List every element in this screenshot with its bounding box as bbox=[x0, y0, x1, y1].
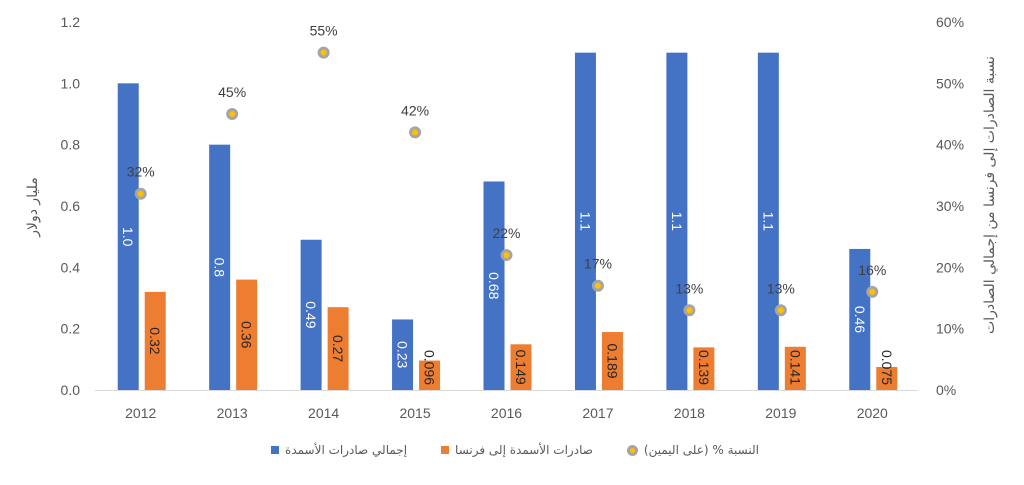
ratio-label: 42% bbox=[401, 102, 429, 118]
ratio-marker bbox=[774, 304, 787, 317]
x-tick-label: 2019 bbox=[765, 405, 796, 421]
legend-label-france-exports: صادرات الأسمدة إلى فرنسا bbox=[455, 443, 593, 457]
ratio-marker bbox=[500, 249, 513, 262]
ratio-label: 13% bbox=[675, 280, 703, 296]
total-exports-bar-label: 0.46 bbox=[852, 306, 868, 333]
ratio-marker bbox=[866, 285, 879, 298]
y-tick-label: 0.0 bbox=[61, 382, 81, 398]
y2-tick-label: 20% bbox=[936, 259, 964, 275]
france-exports-bar bbox=[510, 344, 532, 390]
y2-tick-label: 30% bbox=[936, 198, 964, 214]
total-exports-bar-label: 1.1 bbox=[760, 212, 776, 232]
legend-label-total-exports: إجمالي صادرات الأسمدة bbox=[285, 443, 408, 457]
ratio-label: 22% bbox=[492, 225, 520, 241]
total-exports-bar bbox=[757, 52, 779, 391]
total-exports-bar bbox=[666, 52, 688, 391]
france-exports-bar bbox=[784, 346, 806, 390]
x-tick-label: 2015 bbox=[399, 405, 430, 421]
total-exports-bar bbox=[300, 239, 322, 390]
france-exports-bar bbox=[876, 367, 898, 390]
legend-item-total-exports: إجمالي صادرات الأسمدة bbox=[271, 443, 407, 457]
y2-axis-title: نسبة الصادرات إلى فرنسا من إجمالي الصادر… bbox=[982, 56, 998, 334]
ratio-marker bbox=[409, 126, 422, 139]
total-exports-bar-label: 0.49 bbox=[303, 301, 319, 328]
y-tick-label: 0.8 bbox=[61, 137, 81, 153]
total-exports-bar bbox=[849, 248, 871, 390]
ratio-label: 32% bbox=[127, 164, 155, 180]
total-exports-bar bbox=[574, 52, 596, 391]
ratio-label: 17% bbox=[584, 256, 612, 272]
x-tick-label: 2020 bbox=[857, 405, 888, 421]
y2-tick-label: 10% bbox=[936, 321, 964, 337]
legend-label-ratio: النسبة % (على اليمين) bbox=[643, 443, 759, 457]
ratio-marker bbox=[226, 108, 239, 120]
ratio-label: 16% bbox=[858, 262, 886, 278]
france-exports-bar-label: 0.189 bbox=[604, 343, 620, 378]
y2-tick-label: 50% bbox=[936, 75, 964, 91]
france-exports-bar bbox=[419, 360, 441, 390]
x-tick-label: 2016 bbox=[491, 405, 522, 421]
y-tick-label: 1.2 bbox=[61, 14, 81, 30]
france-exports-bar bbox=[327, 307, 349, 390]
total-exports-bar-label: 0.68 bbox=[486, 272, 502, 299]
x-tick-label: 2014 bbox=[308, 405, 339, 421]
total-exports-bar bbox=[209, 144, 231, 390]
y-tick-label: 0.6 bbox=[61, 198, 81, 214]
ratio-marker bbox=[591, 279, 604, 292]
x-tick-label: 2013 bbox=[217, 405, 248, 421]
legend-swatch-france-exports bbox=[441, 446, 450, 454]
legend-item-france-exports: صادرات الأسمدة إلى فرنسا bbox=[441, 443, 593, 457]
chart-legend: إجمالي صادرات الأسمدة صادرات الأسمدة إلى… bbox=[0, 443, 1024, 457]
france-exports-bar-label: 0.32 bbox=[147, 327, 163, 354]
france-exports-bar bbox=[693, 347, 715, 390]
france-exports-bar-label: 0.075 bbox=[879, 350, 895, 385]
y-tick-label: 1.0 bbox=[61, 75, 81, 91]
france-exports-bar-label: 0.141 bbox=[787, 350, 803, 385]
france-exports-bar-label: 0.139 bbox=[696, 350, 712, 385]
france-exports-bar bbox=[236, 279, 258, 390]
france-exports-bar bbox=[601, 332, 623, 390]
total-exports-bar bbox=[392, 319, 414, 390]
x-tick-label: 2012 bbox=[125, 405, 156, 421]
total-exports-bar-label: 1.0 bbox=[120, 227, 136, 247]
ratio-label: 55% bbox=[310, 23, 338, 39]
france-exports-bar-label: 0.149 bbox=[513, 350, 529, 385]
y-axis-title: مليار دولار bbox=[25, 177, 41, 238]
ratio-marker bbox=[317, 46, 330, 59]
ratio-label: 13% bbox=[767, 280, 795, 296]
y2-tick-label: 40% bbox=[936, 137, 964, 153]
x-tick-label: 2017 bbox=[582, 405, 613, 421]
ratio-marker bbox=[134, 187, 147, 200]
total-exports-bar bbox=[117, 83, 139, 390]
legend-marker-ratio bbox=[626, 444, 638, 456]
total-exports-bar bbox=[483, 181, 505, 390]
legend-swatch-total-exports bbox=[271, 446, 280, 454]
y-tick-label: 0.4 bbox=[61, 259, 81, 275]
y2-tick-label: 0% bbox=[936, 382, 956, 398]
total-exports-bar-label: 0.23 bbox=[395, 341, 411, 368]
france-exports-bar-label: 0.096 bbox=[422, 350, 438, 385]
ratio-marker bbox=[683, 304, 696, 317]
y-tick-label: 0.2 bbox=[61, 321, 81, 337]
total-exports-bar-label: 1.1 bbox=[577, 212, 593, 232]
total-exports-bar-label: 1.1 bbox=[669, 212, 685, 232]
france-exports-bar-label: 0.36 bbox=[239, 321, 255, 348]
legend-item-ratio: النسبة % (على اليمين) bbox=[626, 443, 759, 457]
ratio-label: 45% bbox=[218, 84, 246, 100]
y2-tick-label: 60% bbox=[936, 14, 964, 30]
total-exports-bar-label: 0.8 bbox=[212, 258, 228, 278]
france-exports-bar bbox=[144, 291, 166, 390]
x-tick-label: 2018 bbox=[674, 405, 705, 421]
france-exports-bar-label: 0.27 bbox=[330, 335, 346, 362]
